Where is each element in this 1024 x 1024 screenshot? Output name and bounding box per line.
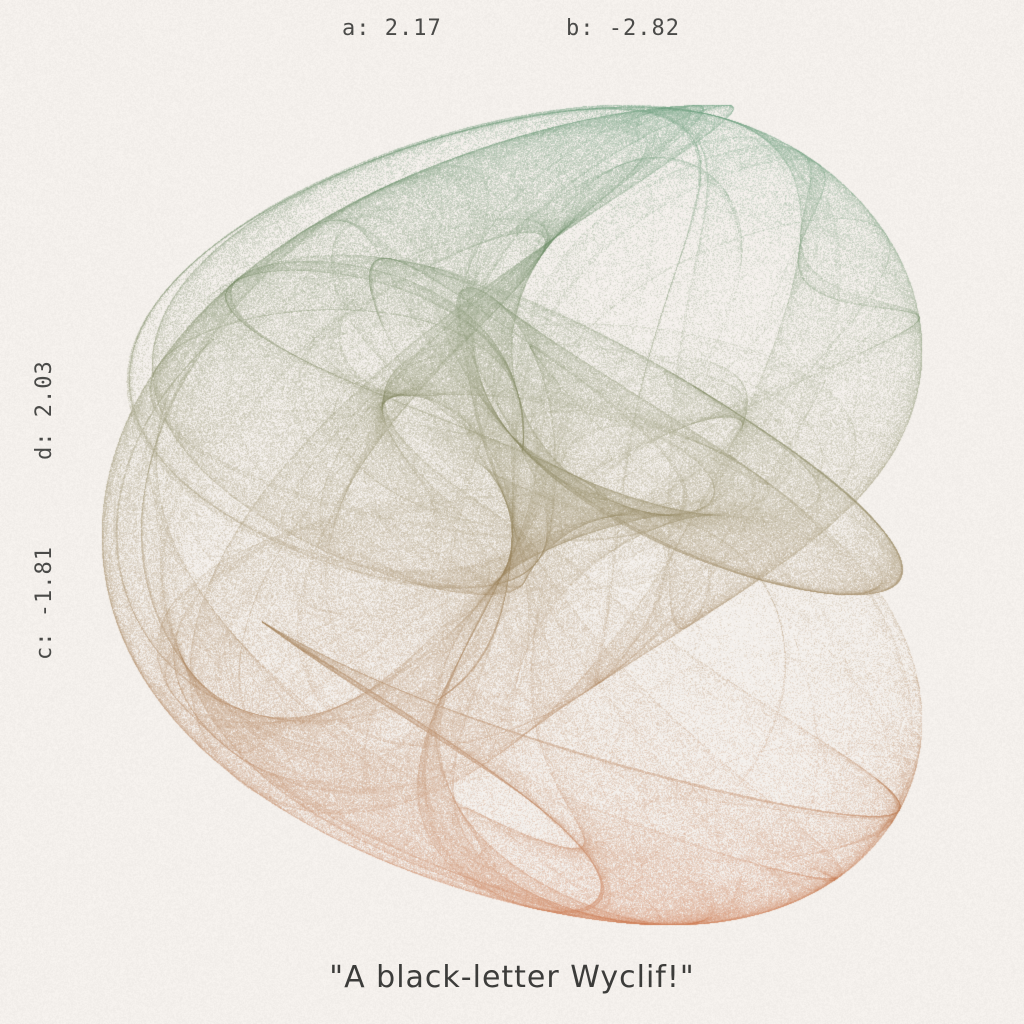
param-a-label: a: 2.17 bbox=[342, 16, 442, 41]
param-c-value: -1.81 bbox=[32, 546, 57, 617]
param-b-value: -2.82 bbox=[609, 16, 680, 41]
param-a-name: a: bbox=[342, 16, 371, 41]
param-c-label: c: -1.81 bbox=[32, 546, 57, 660]
caption: "A black-letter Wyclif!" bbox=[0, 960, 1024, 995]
param-c-name: c: bbox=[32, 632, 57, 661]
param-d-label: d: 2.03 bbox=[32, 360, 57, 460]
param-a-value: 2.17 bbox=[385, 16, 442, 41]
param-b-name: b: bbox=[566, 16, 595, 41]
param-b-label: b: -2.82 bbox=[566, 16, 680, 41]
param-d-name: d: bbox=[32, 432, 57, 461]
param-d-value: 2.03 bbox=[32, 360, 57, 417]
